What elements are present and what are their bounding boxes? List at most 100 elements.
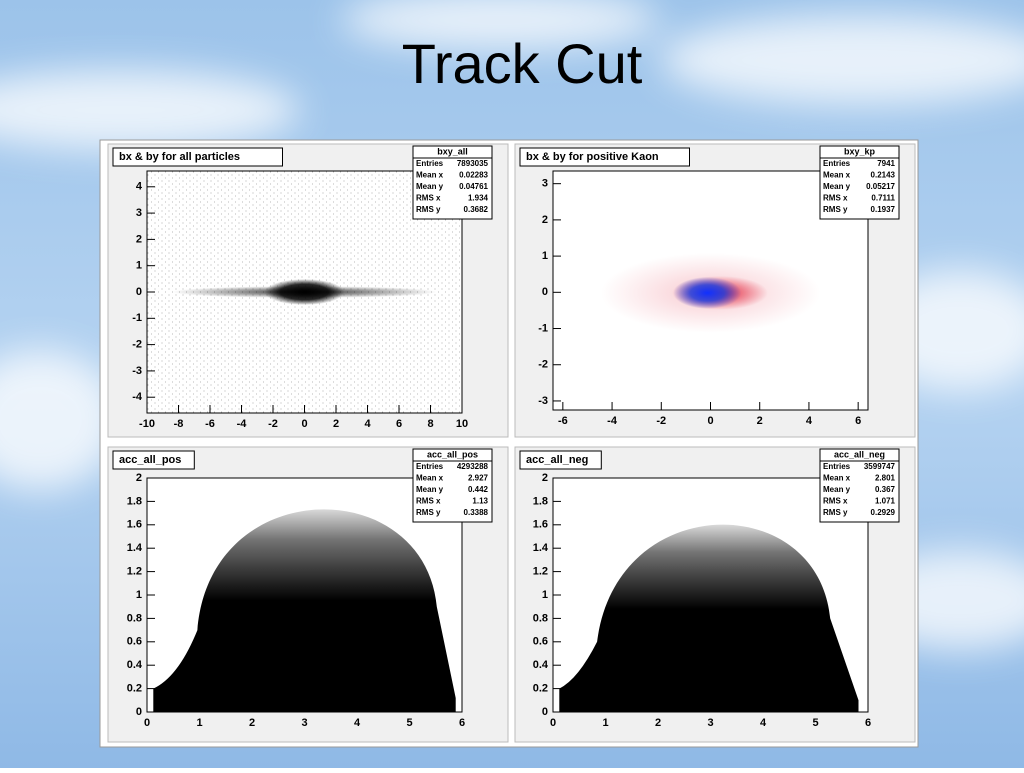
stats-label: Mean x <box>416 474 444 483</box>
x-tick-label: 5 <box>812 717 818 729</box>
y-tick-label: 0.8 <box>533 612 548 624</box>
y-tick-label: -2 <box>132 339 142 351</box>
x-tick-label: 0 <box>550 717 556 729</box>
x-tick-label: 6 <box>855 415 861 427</box>
stats-value: 2.801 <box>875 474 896 483</box>
stats-value: 0.442 <box>468 485 489 494</box>
stats-label: RMS y <box>823 205 848 214</box>
stats-value: 0.04761 <box>459 182 488 191</box>
x-tick-label: -10 <box>139 418 155 430</box>
x-tick-label: 4 <box>354 717 361 729</box>
y-tick-label: 1.6 <box>533 519 548 531</box>
x-tick-label: 4 <box>760 717 767 729</box>
x-tick-label: 6 <box>459 717 465 729</box>
stats-value: 0.2143 <box>871 171 896 180</box>
stats-label: Mean y <box>823 182 851 191</box>
y-tick-label: 0 <box>542 706 548 718</box>
stats-name: acc_all_pos <box>427 449 478 459</box>
x-tick-label: -8 <box>174 418 184 430</box>
y-tick-label: 4 <box>136 181 143 193</box>
stats-value: 0.3682 <box>464 205 489 214</box>
stats-label: RMS y <box>823 508 848 517</box>
y-tick-label: 1.2 <box>533 566 548 578</box>
stats-label: RMS y <box>416 205 441 214</box>
stats-value: 7893035 <box>457 159 489 168</box>
x-tick-label: 2 <box>757 415 763 427</box>
x-tick-label: 0 <box>301 418 307 430</box>
x-tick-label: 10 <box>456 418 468 430</box>
x-tick-label: 0 <box>144 717 150 729</box>
stats-value: 0.367 <box>875 485 896 494</box>
stats-label: RMS y <box>416 508 441 517</box>
y-tick-label: 0.4 <box>533 659 549 671</box>
y-tick-label: 0.4 <box>127 659 143 671</box>
y-tick-label: 0.6 <box>533 636 548 648</box>
stats-value: 1.071 <box>875 497 896 506</box>
y-tick-label: 1.2 <box>127 566 142 578</box>
y-tick-label: 0.6 <box>127 636 142 648</box>
stats-label: Mean x <box>823 171 851 180</box>
panel: -6 -4 -2 0 2 4 6 -3 -2 -1 0 1 2 3 bx & by for positive… <box>514 143 916 438</box>
y-tick-label: 3 <box>136 207 142 219</box>
y-tick-label: 0 <box>542 286 548 298</box>
x-tick-label: -6 <box>205 418 215 430</box>
panel-title-box <box>112 450 195 470</box>
y-tick-label: -1 <box>132 312 142 324</box>
stats-label: Mean y <box>823 485 851 494</box>
panel-title: acc_all_pos <box>119 454 181 466</box>
panel: 0 1 2 3 4 5 6 0 0.2 0.4 0.6 0.8 1 1.2 1.4 1.6 1.8 2 acc_al… <box>107 446 509 743</box>
stats-label: Entries <box>416 462 444 471</box>
blue-cloud <box>673 276 742 309</box>
x-tick-label: 5 <box>406 717 412 729</box>
panel: 0 1 2 3 4 5 6 0 0.2 0.4 0.6 0.8 1 1.2 1.4 1.6 1.8 2 acc_al… <box>514 446 916 743</box>
x-tick-label: -4 <box>607 415 618 427</box>
x-tick-label: 2 <box>333 418 339 430</box>
y-tick-label: 1.8 <box>127 495 142 507</box>
stats-value: 7941 <box>877 159 895 168</box>
y-tick-label: 1.4 <box>533 542 549 554</box>
stats-name: bxy_kp <box>844 146 876 156</box>
stats-value: 0.2929 <box>871 508 896 517</box>
x-tick-label: 6 <box>396 418 402 430</box>
stats-name: bxy_all <box>437 146 468 156</box>
y-tick-label: 1 <box>136 260 142 272</box>
stats-value: 0.05217 <box>866 182 895 191</box>
y-tick-label: 2 <box>136 472 142 484</box>
y-tick-label: 2 <box>136 233 142 245</box>
stats-label: Entries <box>823 462 851 471</box>
x-tick-label: 8 <box>427 418 433 430</box>
y-tick-label: -2 <box>538 359 548 371</box>
y-tick-label: -4 <box>132 391 143 403</box>
y-tick-label: -3 <box>132 365 142 377</box>
stats-label: RMS x <box>416 194 441 203</box>
x-tick-label: 2 <box>249 717 255 729</box>
x-tick-label: 1 <box>602 717 608 729</box>
y-tick-label: -1 <box>538 322 548 334</box>
x-tick-label: 3 <box>707 717 713 729</box>
y-tick-label: -3 <box>538 395 548 407</box>
stats-name: acc_all_neg <box>834 449 885 459</box>
y-tick-label: 1 <box>542 250 548 262</box>
panel-title: bx & by for all particles <box>119 151 240 163</box>
y-tick-label: 0 <box>136 286 142 298</box>
stats-label: Entries <box>416 159 444 168</box>
x-tick-label: -2 <box>268 418 278 430</box>
stats-label: Mean y <box>416 182 444 191</box>
stats-label: Entries <box>823 159 851 168</box>
stats-value: 2.927 <box>468 474 489 483</box>
panel-title-box <box>519 450 602 470</box>
x-tick-label: 0 <box>707 415 713 427</box>
y-tick-label: 2 <box>542 214 548 226</box>
panel-title: acc_all_neg <box>526 454 588 466</box>
slide-title: Track Cut <box>402 32 643 95</box>
stats-value: 0.1937 <box>871 205 896 214</box>
y-tick-label: 1.4 <box>127 542 143 554</box>
x-tick-label: -4 <box>237 418 248 430</box>
density <box>559 524 859 712</box>
x-tick-label: 3 <box>301 717 307 729</box>
stats-label: Mean y <box>416 485 444 494</box>
x-tick-label: 4 <box>806 415 813 427</box>
y-tick-label: 0.8 <box>127 612 142 624</box>
panel-title-box <box>519 147 690 167</box>
